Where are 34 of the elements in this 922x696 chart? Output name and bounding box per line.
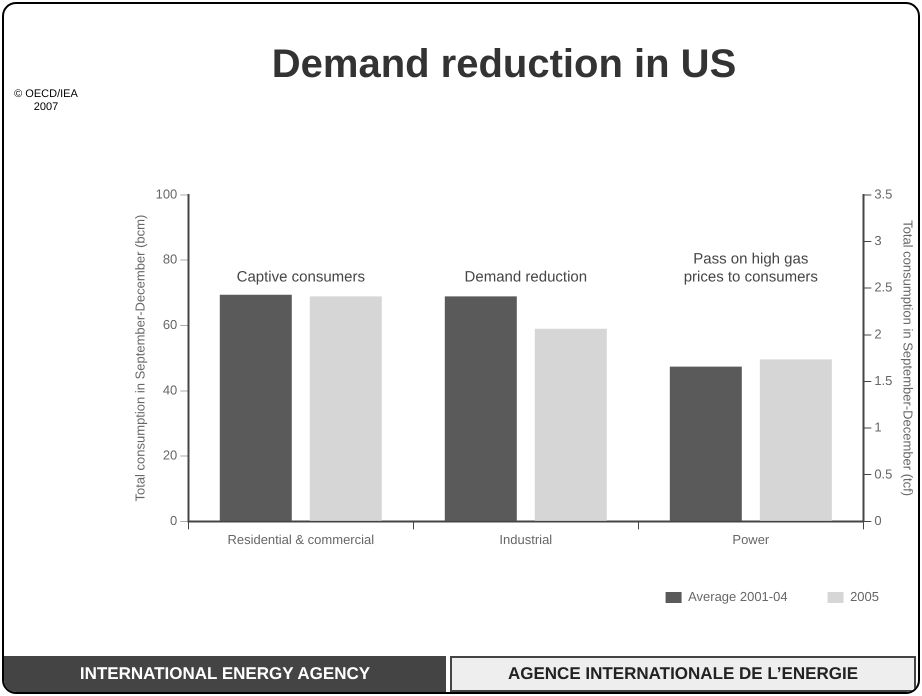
y-tick-label: 40 [162, 382, 178, 398]
text: INTERNATIONAL ENERGY AGENCY [4, 656, 446, 692]
y2-tick-label: 1.5 [874, 373, 892, 388]
y-tick-label: 80 [162, 252, 178, 267]
y2-tick-label: 0 [874, 512, 882, 528]
bar [670, 366, 742, 521]
y2-tick-label: 2.5 [874, 280, 892, 295]
y-axis-title: Total consumption in September-December (bcm) [132, 214, 148, 502]
x-tick-label: Residential & commercial [227, 532, 374, 547]
bar [444, 296, 517, 521]
bar [220, 294, 292, 521]
y2-tick-label: 3 [874, 233, 882, 248]
y2-axis-title: Total consumption in September-December (tcf) [900, 220, 916, 496]
legend-label: 2005 [850, 589, 879, 604]
y-tick-label: 60 [162, 317, 178, 332]
text: AGENCE INTERNATIONALE DE L’ENERGIE [450, 656, 916, 692]
y-tick-label: 0 [170, 512, 178, 528]
bar [760, 359, 832, 521]
annotation: Captive consumers [236, 268, 365, 286]
x-tick-label: Power [732, 532, 770, 547]
y2-tick-label: 0.5 [874, 466, 892, 482]
y-tick-label: 100 [156, 186, 178, 202]
text: © OECD/IEA 2007 [13, 88, 79, 114]
x-tick-label: Industrial [499, 532, 552, 547]
y2-tick-label: 3.5 [874, 186, 892, 202]
annotation: Pass on high gas prices to consumers [684, 250, 818, 286]
legend-label: Average 2001-04 [688, 589, 788, 604]
y2-tick-label: 1 [874, 420, 882, 435]
chart-title: Demand reduction in US [270, 42, 738, 87]
bar [310, 296, 382, 521]
bar [534, 328, 607, 521]
y2-tick-label: 2 [874, 326, 882, 342]
y-tick-label: 20 [162, 448, 178, 463]
annotation: Demand reduction [464, 268, 588, 286]
